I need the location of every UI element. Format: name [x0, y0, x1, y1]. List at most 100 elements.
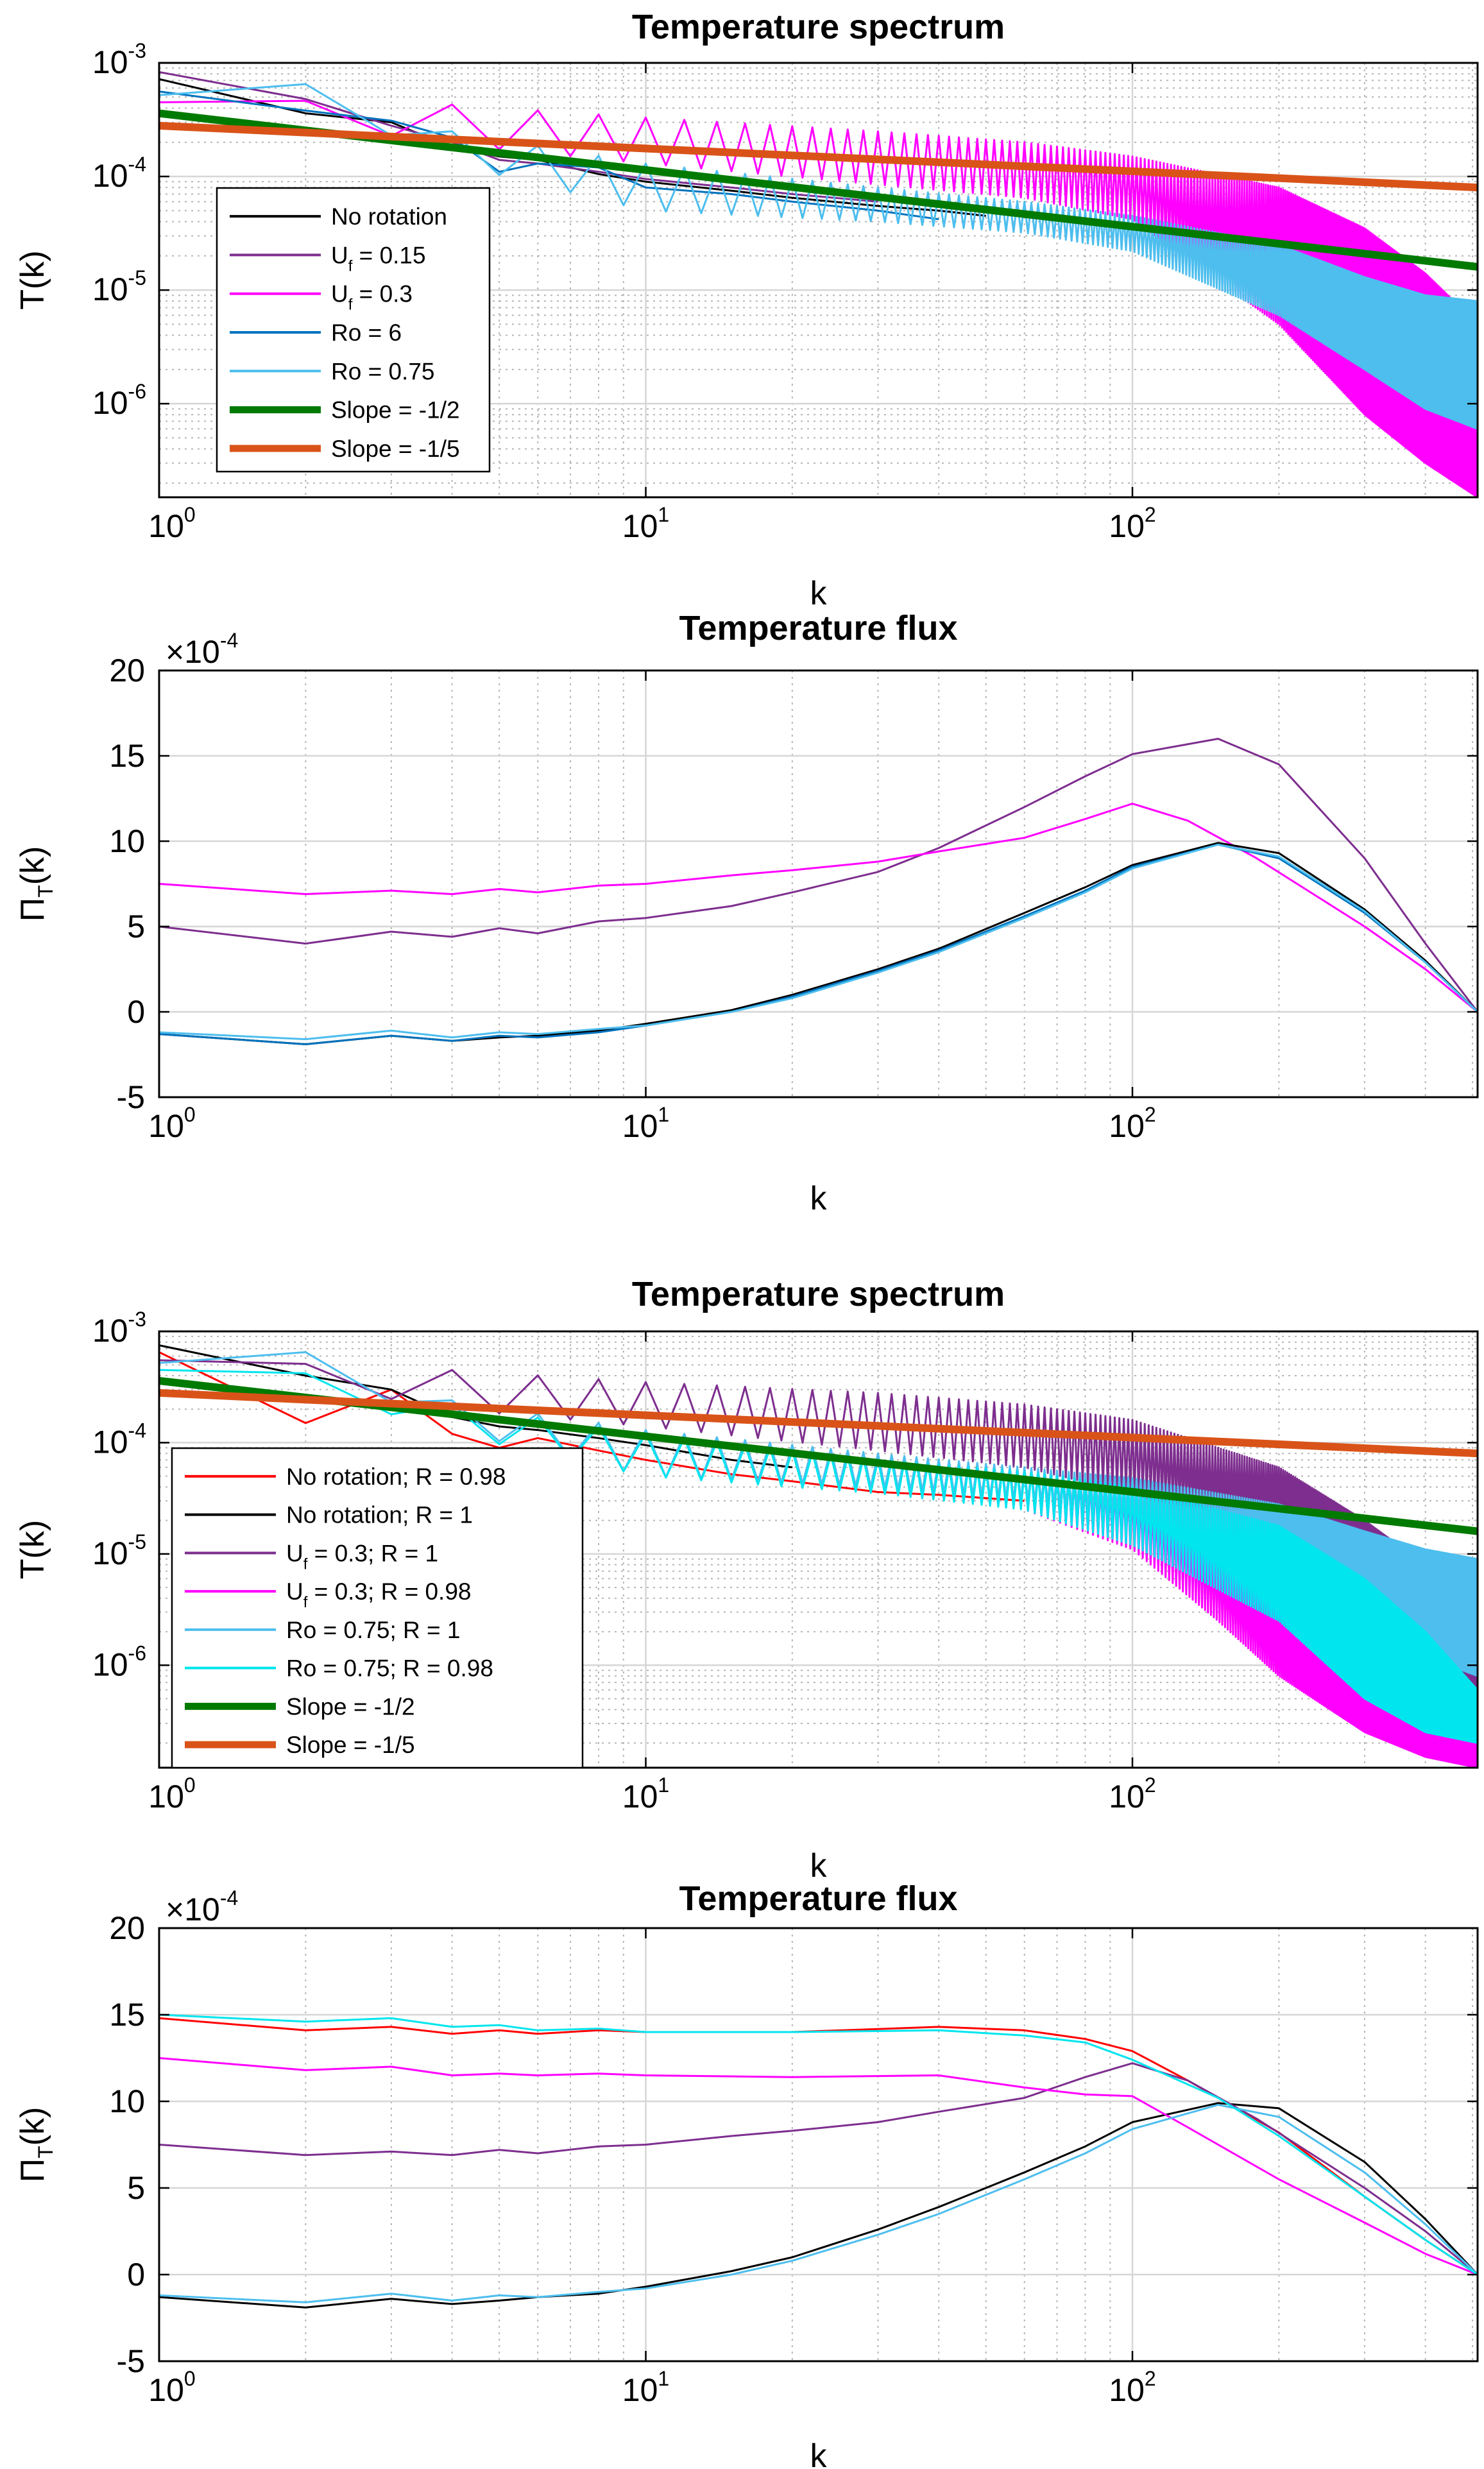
multiplier-base: ×10: [166, 634, 220, 670]
x-tick-label: 101: [622, 2367, 669, 2408]
chart-title: Temperature flux: [679, 609, 957, 647]
y-tick-label-exp: -3: [128, 1308, 146, 1331]
legend-name: U: [331, 242, 348, 268]
legend-label: Uf = 0.15: [331, 242, 426, 275]
series-group: [159, 71, 1478, 497]
chart-title: Temperature spectrum: [632, 8, 1005, 46]
y-tick-label-exp: -5: [128, 1530, 146, 1553]
x-tick-label-base: 10: [1109, 1108, 1145, 1144]
y-tick-label-exp: -4: [128, 153, 146, 176]
y-tick-label-exp: -5: [128, 266, 146, 289]
y-tick-label-base: 10: [92, 158, 128, 194]
y-tick-label: 10-5: [92, 266, 146, 307]
x-tick-label-exp: 2: [1145, 1103, 1156, 1126]
legend-name: Slope = -1/5: [286, 1732, 415, 1758]
y-label-main: T(k): [14, 1520, 51, 1579]
legend-name: U: [286, 1540, 303, 1566]
legend-name: No rotation: [331, 203, 447, 230]
x-tick-label: 100: [148, 1103, 195, 1144]
x-tick-label: 102: [1109, 1103, 1156, 1144]
y-tick-label: 10-4: [92, 1419, 146, 1460]
x-tick-label: 101: [622, 1773, 669, 1815]
x-tick-label-exp: 2: [1145, 1773, 1156, 1797]
y-tick-label-text: 10-3: [92, 1308, 146, 1349]
series-line: [159, 737, 1478, 1012]
y-label-main: T(k): [14, 250, 51, 309]
series-line: [159, 2103, 1478, 2303]
series-line: [159, 843, 1478, 1041]
x-axis-label: k: [810, 1180, 828, 1217]
x-axis-label: k: [810, 1847, 828, 1884]
y-tick-label: 15: [109, 738, 145, 774]
x-tick-label: 101: [622, 1103, 669, 1144]
y-tick-label: -5: [117, 2343, 145, 2379]
multiplier-exp: -4: [220, 1886, 238, 1909]
y-label-suffix: (k): [14, 2107, 51, 2146]
x-tick-label-exp: 2: [1145, 503, 1156, 526]
series-line: [159, 2013, 1478, 2276]
y-tick-label-text: 10-6: [92, 380, 146, 421]
x-tick-label-exp: 1: [658, 1103, 669, 1126]
x-tick-label-exp: 0: [184, 1103, 196, 1126]
y-tick-label: 5: [127, 2170, 145, 2206]
y-tick-label: 20: [109, 653, 145, 688]
y-tick-label: 0: [127, 2257, 145, 2293]
legend-subscript: f: [348, 296, 353, 314]
axes-frame: [158, 1927, 1479, 2362]
y-tick-label: 15: [109, 1997, 145, 2033]
legend-name: Ro = 0.75: [331, 358, 434, 384]
x-tick-label-exp: 1: [658, 503, 669, 526]
series-line: [159, 843, 1478, 1045]
y-label-main: Π: [14, 2158, 51, 2183]
legend: No rotation; R = 0.98 No rotation; R = 1 U…: [171, 1447, 584, 1769]
y-axis-label: ΠT(k): [14, 2107, 57, 2183]
x-tick-label-text: 102: [1109, 2367, 1156, 2408]
legend-name: Slope = -1/2: [286, 1693, 415, 1720]
y-tick-label: 5: [127, 909, 145, 944]
legend-name: Ro = 0.75; R = 1: [286, 1617, 461, 1643]
legend-box: [216, 187, 491, 473]
legend-label: Uf = 0.3; R = 0.98: [286, 1578, 471, 1611]
legend-label: Ro = 0.75; R = 0.98: [286, 1655, 493, 1682]
multiplier-exp: -4: [220, 629, 238, 652]
x-tick-label-text: 100: [148, 1103, 195, 1144]
y-tick-label-exp: -3: [128, 39, 146, 62]
y-tick-label-text: 10-4: [92, 1419, 146, 1460]
y-tick-label-text: 10-4: [92, 153, 146, 194]
legend-label: Slope = -1/5: [331, 436, 460, 462]
y-tick-label: 10: [109, 823, 145, 859]
series-line: [159, 2062, 1478, 2276]
y-tick-label-base: 10: [92, 271, 128, 307]
y-tick-label: 10-4: [92, 153, 146, 194]
legend-label: No rotation: [331, 203, 447, 230]
y-tick-label-text: 10-6: [92, 1641, 146, 1682]
legend-name: Ro = 6: [331, 320, 402, 346]
y-tick-label: 0: [127, 994, 145, 1030]
x-tick-label-text: 101: [622, 503, 669, 544]
series-line: [159, 83, 1478, 430]
legend-suffix: = 0.15: [352, 242, 425, 268]
axis-multiplier: ×10-4: [166, 1886, 238, 1927]
y-axis-label: T(k): [14, 1520, 51, 1579]
x-tick-label-base: 10: [622, 508, 658, 544]
x-tick-label-text: 102: [1109, 1103, 1156, 1144]
legend-label: Ro = 6: [331, 320, 402, 346]
x-tick-label-text: 102: [1109, 503, 1156, 544]
y-label-main: Π: [14, 898, 51, 922]
y-tick-label-base: 10: [92, 1313, 128, 1349]
x-tick-label-exp: 0: [184, 1773, 196, 1797]
y-tick-label-base: 10: [92, 1424, 128, 1460]
series-line: [159, 121, 1478, 192]
x-axis-label: k: [810, 2438, 828, 2469]
y-tick-label-base: 10: [92, 385, 128, 421]
x-tick-label-base: 10: [148, 2372, 184, 2408]
x-tick-label-base: 10: [622, 1779, 658, 1815]
y-label-suffix: (k): [14, 846, 51, 885]
legend-suffix: = 0.3; R = 0.98: [307, 1578, 471, 1605]
y-axis-label: ΠT(k): [14, 846, 57, 922]
legend-name: No rotation; R = 1: [286, 1502, 473, 1528]
legend-label: Slope = -1/5: [286, 1732, 415, 1758]
y-tick-label-text: 10-5: [92, 266, 146, 307]
